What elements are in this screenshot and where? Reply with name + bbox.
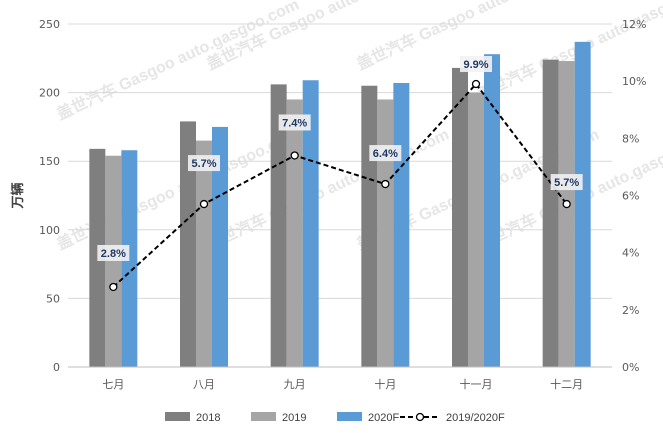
data-label: 7.4% [282, 117, 307, 129]
x-tick-label: 十二月 [550, 377, 583, 391]
ratio-point [199, 199, 209, 209]
bar-2018 [180, 121, 196, 367]
bar-2020f [212, 126, 228, 368]
data-labels: 2.8% 5.7% 7.4% 6.4% 9.9% 5.7% [97, 56, 583, 261]
legend-line-marker [415, 412, 425, 422]
y-tick-label: 50 [46, 292, 60, 305]
data-label: 5.7% [554, 177, 579, 189]
x-tick-label: 八月 [193, 378, 215, 391]
bar-2020f [393, 82, 410, 367]
ratio-line [109, 79, 571, 292]
legend: 2018 2019 2020F 2019/2020F [165, 412, 505, 424]
y-tick-label: 150 [39, 155, 60, 168]
data-label-box [278, 114, 311, 131]
legend-label: 2018 [196, 412, 220, 424]
ratio-point [290, 151, 299, 160]
y2-tick-label: 12% [622, 18, 646, 31]
y2-axis-ticks: 0% 2% 4% 6% 8% 10% 12% [622, 18, 646, 374]
bar-2020f [302, 80, 319, 367]
bar-2019 [105, 155, 122, 367]
bar-2018 [452, 67, 468, 368]
y-tick-label: 250 [39, 18, 60, 31]
bar-2019 [468, 92, 484, 367]
bar-2019 [286, 99, 303, 368]
data-label: 5.7% [191, 158, 216, 170]
y-tick-label: 200 [39, 87, 60, 100]
legend-swatch [251, 412, 276, 421]
y-tick-label: 0 [53, 361, 60, 374]
y2-tick-label: 0% [622, 361, 639, 374]
ratio-point [471, 79, 481, 89]
bar-2018 [542, 59, 559, 368]
x-tick-label: 七月 [102, 378, 124, 391]
bar-2020f [484, 54, 500, 368]
y-axis-label: 万辆 [10, 182, 26, 209]
ratio-point [109, 282, 118, 292]
y2-tick-label: 10% [622, 75, 646, 88]
data-label: 2.8% [101, 248, 126, 260]
bar-2019 [196, 140, 212, 367]
bar-2018 [361, 85, 378, 368]
ratio-line-path [112, 82, 568, 288]
y2-tick-label: 2% [622, 304, 639, 317]
data-label-box [369, 145, 402, 162]
y2-tick-label: 8% [622, 132, 639, 145]
x-axis-ticks: 七月 八月 九月 十月 十一月 十二月 [68, 366, 612, 391]
watermark-text: 盖世汽车 Gasgoo auto.gasgoo.com [204, 124, 452, 253]
x-tick-label: 十月 [374, 377, 396, 391]
legend-swatch [337, 412, 362, 421]
ratio-point [381, 179, 390, 189]
data-label: 6.4% [373, 148, 398, 160]
y-tick-label: 100 [39, 224, 60, 237]
legend-label: 2019/2020F [446, 412, 505, 424]
ratio-point [562, 199, 571, 209]
x-tick-label: 十一月 [460, 377, 493, 391]
legend-label: 2020F [368, 412, 399, 424]
y2-tick-label: 4% [622, 247, 639, 260]
y2-tick-label: 6% [622, 190, 639, 203]
data-label-box [188, 155, 220, 172]
data-label: 9.9% [463, 59, 488, 71]
bar-2019 [558, 61, 575, 367]
bar-2018 [270, 84, 287, 368]
data-label-box [97, 244, 130, 261]
legend-label: 2019 [282, 412, 306, 424]
data-label-box [460, 56, 492, 73]
bar-2020f [574, 41, 591, 367]
y-axis-ticks: 0 50 100 150 200 250 [39, 18, 60, 374]
x-tick-label: 九月 [284, 378, 306, 391]
legend-swatch [165, 412, 190, 421]
data-label-box [550, 174, 583, 191]
watermark-text: 盖世汽车 Gasgoo auto.gasgoo.com [54, 0, 302, 124]
bar-2019 [377, 99, 394, 368]
